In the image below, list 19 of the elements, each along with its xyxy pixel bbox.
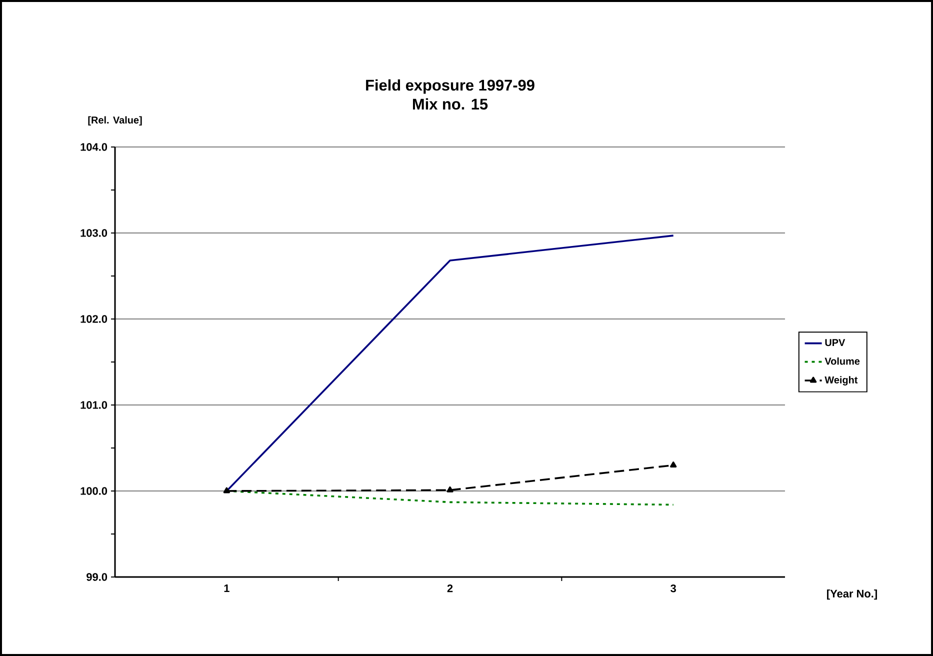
x-tick-label: 1 <box>224 584 230 592</box>
chart-subtitle: Mix no. 15 <box>412 98 488 110</box>
y-tick-label: 104.0 <box>80 143 108 151</box>
x-tick-label: 2 <box>447 584 453 592</box>
x-tick-label: 3 <box>670 584 676 592</box>
legend-label: Weight <box>824 376 858 386</box>
legend-label: UPV <box>825 339 846 346</box>
point <box>223 487 230 494</box>
x-axis-title: [Year No.] <box>827 589 877 600</box>
y-tick-label: 99.0 <box>86 573 108 581</box>
point <box>446 486 454 492</box>
y-tick-label: 103.0 <box>80 229 108 237</box>
y-tick-label: 100.0 <box>80 487 108 495</box>
chart-title: Field exposure 1997-99 <box>366 79 534 94</box>
y-axis-title: [Rel. Value] <box>88 116 142 126</box>
y-tick-label: 102.0 <box>80 315 108 323</box>
legend-label: Volume <box>824 357 860 365</box>
point <box>670 462 677 468</box>
y-tick-label: 101.0 <box>80 401 108 409</box>
